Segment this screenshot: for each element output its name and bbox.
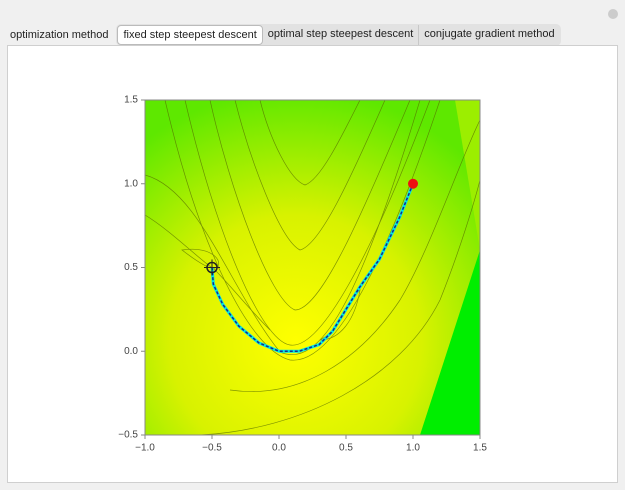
option-button[interactable]: conjugate gradient method	[424, 28, 555, 40]
x-tick-label: 0.5	[339, 443, 353, 454]
control-bar: optimization method fixed step steepest …	[10, 24, 561, 46]
add-icon[interactable]	[608, 9, 618, 19]
option-button[interactable]: optimal step steepest descent	[263, 25, 420, 45]
start-point	[408, 178, 418, 189]
x-tick-label: −1.0	[135, 443, 155, 454]
x-tick-label: −0.5	[202, 443, 222, 454]
x-tick-label: 1.5	[473, 443, 487, 454]
y-tick-label: 1.5	[124, 95, 138, 106]
x-tick-label: 0.0	[272, 443, 286, 454]
minimum-crosshair	[204, 259, 220, 276]
y-tick-label: 1.0	[124, 178, 138, 189]
y-tick-label: 0.5	[124, 262, 138, 273]
y-tick-label: 0.0	[124, 346, 138, 357]
option-button[interactable]: fixed step steepest descent	[117, 25, 263, 45]
y-tick-label: −0.5	[118, 430, 138, 441]
contour-fill	[145, 100, 480, 435]
x-tick-label: 1.0	[406, 443, 420, 454]
control-label: optimization method	[10, 29, 109, 41]
descent-path	[210, 183, 415, 353]
option-group: fixed step steepest descent optimal step …	[116, 24, 561, 46]
